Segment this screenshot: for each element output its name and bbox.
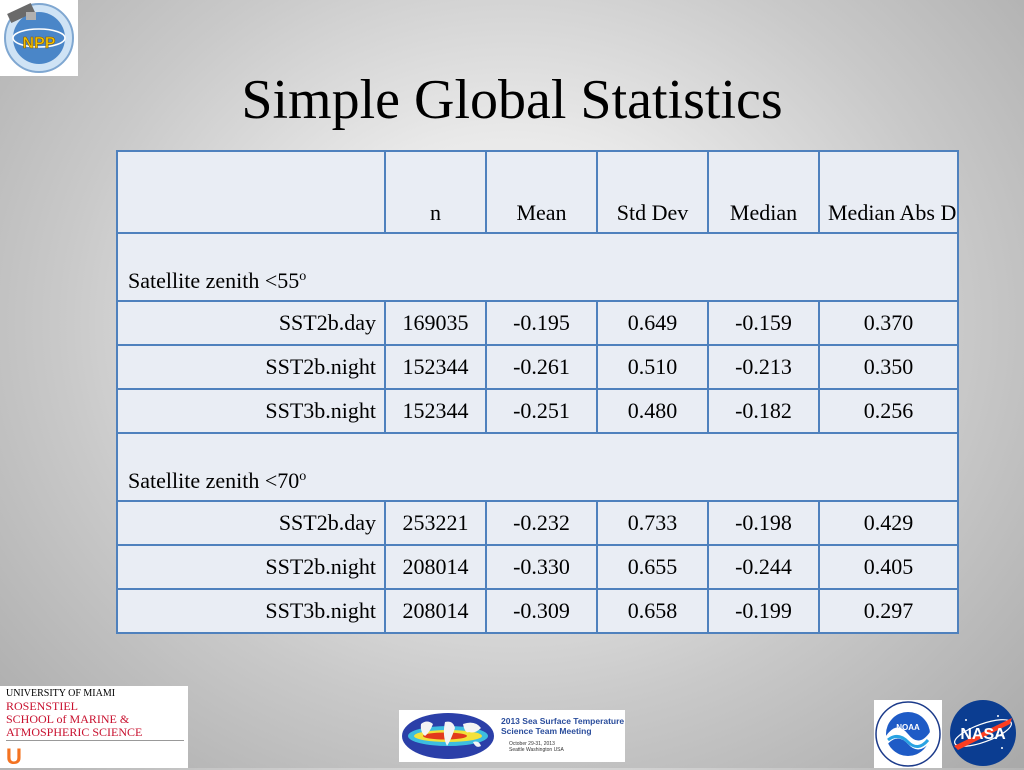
noaa-logo-icon: NOAA <box>874 700 942 768</box>
table-row: SST2b.day 253221 -0.232 0.733 -0.198 0.4… <box>116 500 959 546</box>
row-label: SST2b.day <box>116 500 386 546</box>
table-row: SST2b.night 152344 -0.261 0.510 -0.213 0… <box>116 344 959 390</box>
sst-meeting-banner: 2013 Sea Surface Temperature Science Tea… <box>399 710 625 762</box>
table-row: SST2b.day 169035 -0.195 0.649 -0.159 0.3… <box>116 300 959 346</box>
row-label: SST2b.day <box>116 300 386 346</box>
section-label-zenith-70: Satellite zenith <70o <box>116 432 959 502</box>
cell-n: 253221 <box>384 500 487 546</box>
npp-logo: NPP <box>0 0 78 76</box>
university-of-miami-logo: UNIVERSITY OF MIAMI ROSENSTIEL SCHOOL of… <box>0 686 188 769</box>
header-mean: Mean <box>485 150 598 234</box>
cell-mean: -0.195 <box>485 300 598 346</box>
section-label-zenith-55: Satellite zenith <55o <box>116 232 959 302</box>
row-label: SST2b.night <box>116 344 386 390</box>
um-logo-line-3: SCHOOL of MARINE & <box>6 712 130 726</box>
um-logo-divider <box>6 740 184 741</box>
cell-median: -0.198 <box>707 500 820 546</box>
cell-mean: -0.261 <box>485 344 598 390</box>
section-label-text: Satellite zenith <70 <box>128 468 300 493</box>
cell-std-dev: 0.655 <box>596 544 709 590</box>
cell-mean: -0.330 <box>485 544 598 590</box>
header-median-abs-diff: Median Abs Diff <box>818 150 959 234</box>
header-std-dev: Std Dev <box>596 150 709 234</box>
sst-world-map-icon <box>402 713 494 759</box>
cell-n: 208014 <box>384 544 487 590</box>
cell-n: 169035 <box>384 300 487 346</box>
cell-std-dev: 0.649 <box>596 300 709 346</box>
um-logo-line-1: UNIVERSITY OF MIAMI <box>6 688 116 699</box>
degree-superscript: o <box>299 269 307 284</box>
section-row-zenith-70: Satellite zenith <70o <box>116 432 959 502</box>
degree-superscript: o <box>299 469 307 484</box>
cell-std-dev: 0.480 <box>596 388 709 434</box>
cell-std-dev: 0.733 <box>596 500 709 546</box>
row-label: SST2b.night <box>116 544 386 590</box>
cell-mean: -0.309 <box>485 588 598 634</box>
npp-logo-icon: NPP <box>4 2 74 73</box>
banner-title-line-2: Science Team Meeting <box>501 726 592 736</box>
cell-median-abs-diff: 0.297 <box>818 588 959 634</box>
row-label: SST3b.night <box>116 588 386 634</box>
cell-std-dev: 0.510 <box>596 344 709 390</box>
table-row: SST2b.night 208014 -0.330 0.655 -0.244 0… <box>116 544 959 590</box>
header-median: Median <box>707 150 820 234</box>
table-row: SST3b.night 208014 -0.309 0.658 -0.199 0… <box>116 588 959 634</box>
noaa-logo-text: NOAA <box>896 723 920 732</box>
header-n: n <box>384 150 487 234</box>
slide-title: Simple Global Statistics <box>241 69 783 131</box>
nasa-logo-text: NASA <box>960 726 1006 743</box>
cell-median-abs-diff: 0.429 <box>818 500 959 546</box>
cell-n: 208014 <box>384 588 487 634</box>
cell-n: 152344 <box>384 388 487 434</box>
cell-median: -0.182 <box>707 388 820 434</box>
table-header-row: n Mean Std Dev Median Median Abs Diff <box>116 150 959 234</box>
section-row-zenith-55: Satellite zenith <55o <box>116 232 959 302</box>
cell-mean: -0.251 <box>485 388 598 434</box>
cell-median: -0.199 <box>707 588 820 634</box>
um-u-mark: U <box>6 744 22 769</box>
table-row: SST3b.night 152344 -0.251 0.480 -0.182 0… <box>116 388 959 434</box>
banner-date: October 29-31, 2013 <box>509 741 555 747</box>
um-logo-line-2: ROSENSTIEL <box>6 699 78 713</box>
cell-median-abs-diff: 0.350 <box>818 344 959 390</box>
header-corner-cell <box>116 150 386 234</box>
cell-mean: -0.232 <box>485 500 598 546</box>
cell-median: -0.244 <box>707 544 820 590</box>
banner-place: Seattle Washington USA <box>509 747 564 753</box>
cell-std-dev: 0.658 <box>596 588 709 634</box>
cell-median-abs-diff: 0.405 <box>818 544 959 590</box>
cell-median-abs-diff: 0.370 <box>818 300 959 346</box>
statistics-table: n Mean Std Dev Median Median Abs Diff Sa… <box>116 150 959 634</box>
section-label-text: Satellite zenith <55 <box>128 268 300 293</box>
um-logo-line-4: ATMOSPHERIC SCIENCE <box>6 725 143 739</box>
cell-n: 152344 <box>384 344 487 390</box>
cell-median-abs-diff: 0.256 <box>818 388 959 434</box>
cell-median: -0.159 <box>707 300 820 346</box>
banner-title-line-1: 2013 Sea Surface Temperature <box>501 716 625 726</box>
row-label: SST3b.night <box>116 388 386 434</box>
npp-logo-text: NPP <box>23 35 56 52</box>
cell-median: -0.213 <box>707 344 820 390</box>
nasa-logo-icon: NASA <box>950 700 1016 766</box>
